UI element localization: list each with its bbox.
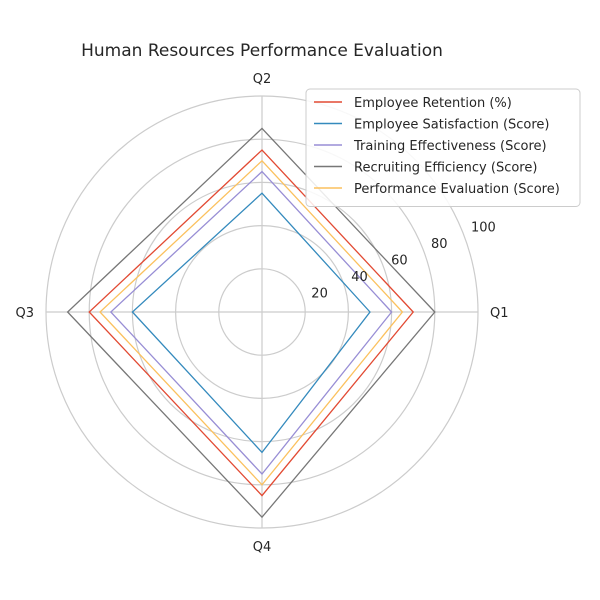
legend-label: Recruiting Efficiency (Score)	[354, 161, 537, 176]
series-line	[99, 159, 404, 486]
legend-label: Training Effectiveness (Score)	[353, 139, 547, 154]
category-label: Q4	[253, 540, 272, 555]
radial-tick-label: 40	[351, 270, 368, 285]
legend-label: Employee Retention (%)	[354, 96, 512, 111]
radial-tick-label: 60	[391, 253, 408, 268]
radial-tick-label: 80	[431, 237, 448, 252]
legend-label: Employee Satisfaction (Score)	[354, 118, 550, 133]
series-line	[109, 170, 393, 475]
category-label: Q2	[253, 72, 272, 87]
chart-title: Human Resources Performance Evaluation	[81, 41, 443, 61]
series-line	[131, 192, 371, 454]
axis-labels: Q1 Q2 Q3 Q4 20 40 60 80 100	[15, 72, 508, 555]
legend-label: Performance Evaluation (Score)	[354, 182, 560, 197]
legend: Employee Retention (%) Employee Satisfact…	[305, 88, 581, 207]
radial-tick-label: 20	[311, 286, 328, 301]
category-label: Q1	[490, 306, 509, 321]
legend-box	[305, 88, 581, 207]
radial-tick-label: 100	[471, 220, 496, 235]
category-label: Q3	[15, 306, 34, 321]
